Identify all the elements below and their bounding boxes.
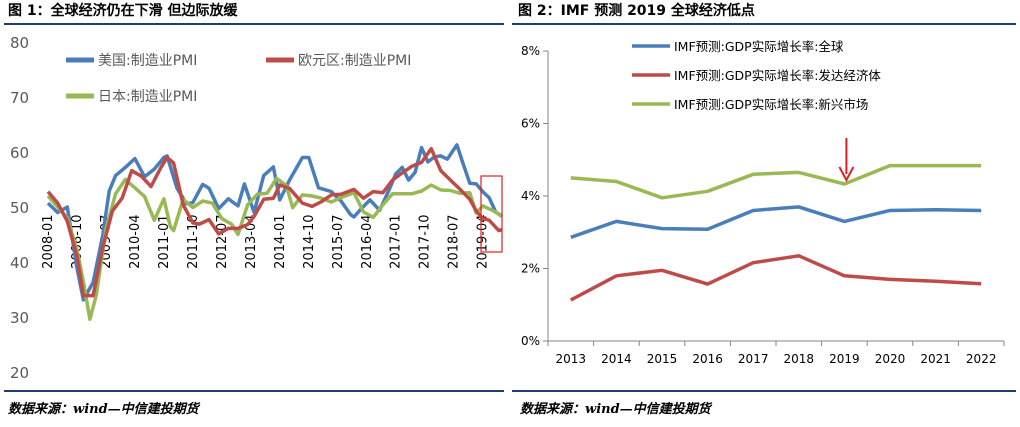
x-tick-label: 2014 (601, 352, 632, 366)
legend-label: 美国:制造业PMI (98, 53, 197, 69)
y-tick-label: 30 (10, 309, 29, 327)
x-tick-label: 2015 (647, 352, 678, 366)
x-tick-label: 2020 (875, 352, 906, 366)
legend-label: 日本:制造业PMI (98, 89, 197, 105)
left-source-note: 数据来源：wind—中信建投期货 (8, 402, 199, 417)
series-line (570, 163, 982, 200)
x-tick-label: 2017-01 (389, 215, 404, 269)
arrow-head (838, 166, 855, 183)
series-line (46, 143, 504, 302)
legend-label: IMF预测:GDP实际增长率:全球 (674, 39, 844, 54)
x-tick-label: 2014-01 (273, 215, 288, 269)
x-tick-label: 2021 (920, 352, 951, 366)
legend-label: IMF预测:GDP实际增长率:新兴市场 (674, 97, 868, 112)
x-tick-label: 2018-07 (447, 215, 462, 269)
right-chart-title: 图 2：IMF 预测 2019 全球经济低点 (518, 3, 755, 19)
x-tick-label: 2011-01 (157, 215, 172, 269)
legend-label: IMF预测:GDP实际增长率:发达经济体 (674, 68, 881, 83)
y-tick-label: 60 (10, 144, 29, 162)
legend-label: 欧元区:制造业PMI (298, 53, 411, 69)
right-title-rule (512, 23, 1016, 25)
series-line (46, 176, 503, 321)
x-tick-label: 2011-10 (186, 215, 201, 269)
x-tick-label: 2015-07 (331, 215, 346, 269)
left-chart-title: 图 1：全球经济仍在下滑 但边际放缓 (8, 3, 238, 19)
x-tick-label: 2019-04 (476, 215, 491, 269)
right-bottom-rule (512, 390, 1016, 392)
x-tick-label: 2016 (692, 352, 723, 366)
x-tick-label: 2010-04 (128, 215, 143, 269)
right-imf-chart: 0% 2% 4% 6% 8% 2013 2014 2015 2016 2017 2018 2019 20… (521, 39, 1005, 366)
left-title-rule (4, 23, 504, 25)
x-tick-label: 2018 (784, 352, 815, 366)
y-tick-label: 0% (521, 334, 540, 348)
x-tick-label: 2008-01 (41, 215, 56, 269)
y-tick-label: 8% (521, 44, 540, 58)
y-tick-label: 40 (10, 254, 29, 272)
y-tick-label: 70 (10, 89, 29, 107)
x-tick-label: 2017-10 (418, 215, 433, 269)
y-tick-label: 6% (521, 117, 540, 131)
series-line (569, 254, 982, 302)
left-bottom-rule (4, 390, 504, 392)
series-line (46, 146, 503, 298)
y-tick-label: 50 (10, 199, 29, 217)
right-source-note: 数据来源：wind—中信建投期货 (520, 402, 711, 417)
x-tick-label: 2019 (829, 352, 860, 366)
highlight-box (480, 175, 503, 253)
x-tick-label: 2022 (966, 352, 997, 366)
x-tick-label: 2013-04 (244, 215, 259, 269)
x-tick-label: 2017 (738, 352, 769, 366)
x-tick-label: 2016-04 (360, 215, 375, 269)
y-tick-label: 4% (521, 189, 540, 203)
x-tick-label: 2014-10 (302, 215, 317, 269)
y-tick-label: 80 (10, 34, 29, 52)
y-tick-label: 20 (10, 364, 29, 382)
series-line (570, 205, 982, 239)
y-tick-label: 2% (521, 262, 540, 276)
x-tick-label: 2013 (556, 352, 587, 366)
